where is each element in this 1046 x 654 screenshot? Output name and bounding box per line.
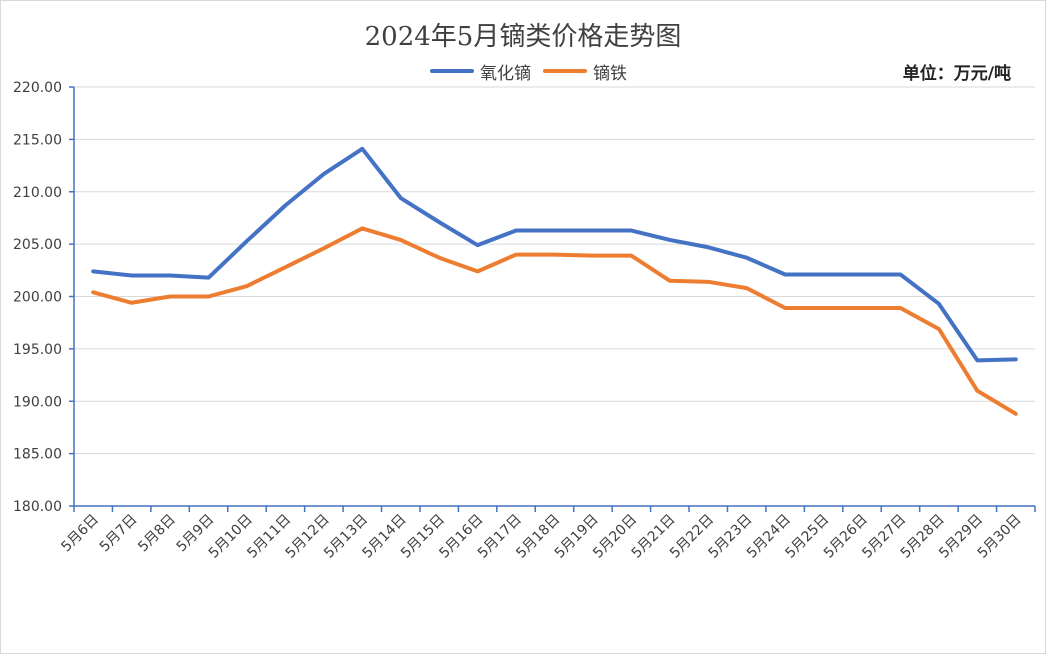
y-tick-label: 200.00 bbox=[13, 290, 62, 306]
data-point bbox=[592, 230, 594, 232]
data-point bbox=[861, 307, 863, 309]
data-point bbox=[784, 274, 786, 276]
data-point bbox=[1015, 358, 1017, 360]
legend-item-series-2: 镝铁 bbox=[543, 59, 627, 84]
legend-label-series-2: 镝铁 bbox=[593, 63, 627, 84]
data-point bbox=[976, 390, 978, 392]
data-point bbox=[823, 307, 825, 309]
y-tick-label: 205.00 bbox=[13, 237, 62, 253]
data-point bbox=[669, 239, 671, 241]
legend-swatch-series-1 bbox=[430, 69, 474, 73]
data-point bbox=[477, 270, 479, 272]
data-point bbox=[554, 230, 555, 232]
y-tick-label: 220.00 bbox=[13, 80, 62, 96]
data-point bbox=[284, 266, 286, 268]
data-point bbox=[630, 230, 632, 232]
data-point bbox=[861, 274, 863, 276]
data-point bbox=[592, 255, 594, 257]
data-point bbox=[630, 255, 632, 257]
data-point bbox=[169, 296, 171, 297]
data-point bbox=[92, 270, 94, 272]
y-tick-label: 210.00 bbox=[13, 185, 62, 201]
data-point bbox=[323, 173, 325, 175]
legend: 氧化镝 镝铁 bbox=[430, 59, 639, 84]
data-point bbox=[323, 247, 325, 249]
data-point bbox=[899, 274, 901, 276]
data-point bbox=[938, 328, 940, 330]
data-point bbox=[1015, 413, 1017, 415]
data-point bbox=[515, 230, 517, 232]
data-point bbox=[284, 204, 286, 206]
x-tick-label: 5月8日 bbox=[135, 512, 179, 556]
legend-swatch-series-2 bbox=[543, 69, 587, 73]
data-point bbox=[707, 246, 709, 248]
x-tick-label: 5月7日 bbox=[97, 512, 141, 556]
data-point bbox=[169, 275, 171, 277]
y-tick-label: 215.00 bbox=[13, 132, 62, 148]
data-point bbox=[746, 287, 748, 289]
data-point bbox=[784, 307, 786, 309]
data-point bbox=[438, 221, 440, 223]
data-point bbox=[361, 227, 363, 229]
data-point bbox=[92, 291, 94, 293]
data-point bbox=[246, 240, 248, 242]
y-tick-label: 195.00 bbox=[13, 342, 62, 358]
data-point bbox=[246, 285, 248, 287]
data-point bbox=[400, 239, 402, 241]
data-point bbox=[131, 302, 133, 304]
x-tick-label: 5月6日 bbox=[58, 512, 102, 556]
data-point bbox=[438, 257, 440, 259]
data-point bbox=[400, 197, 402, 199]
data-point bbox=[938, 303, 940, 305]
data-point bbox=[554, 254, 555, 256]
data-point bbox=[899, 307, 901, 309]
chart-title: 2024年5月镝类价格走势图 bbox=[364, 22, 682, 52]
legend-label-series-1: 氧化镝 bbox=[480, 63, 531, 84]
data-point bbox=[131, 275, 133, 277]
data-point bbox=[976, 359, 978, 361]
data-point bbox=[823, 274, 825, 276]
data-point bbox=[208, 277, 210, 279]
unit-label: 单位：万元/吨 bbox=[902, 64, 1011, 84]
y-tick-label: 180.00 bbox=[13, 499, 62, 515]
data-point bbox=[208, 296, 210, 297]
data-point bbox=[669, 280, 671, 282]
data-point bbox=[707, 281, 709, 283]
data-point bbox=[515, 254, 517, 256]
data-point bbox=[477, 244, 479, 246]
legend-item-series-1: 氧化镝 bbox=[430, 59, 531, 84]
data-point bbox=[746, 257, 748, 259]
y-tick-label: 190.00 bbox=[13, 394, 62, 410]
y-tick-label: 185.00 bbox=[13, 447, 62, 463]
data-point bbox=[361, 148, 363, 150]
